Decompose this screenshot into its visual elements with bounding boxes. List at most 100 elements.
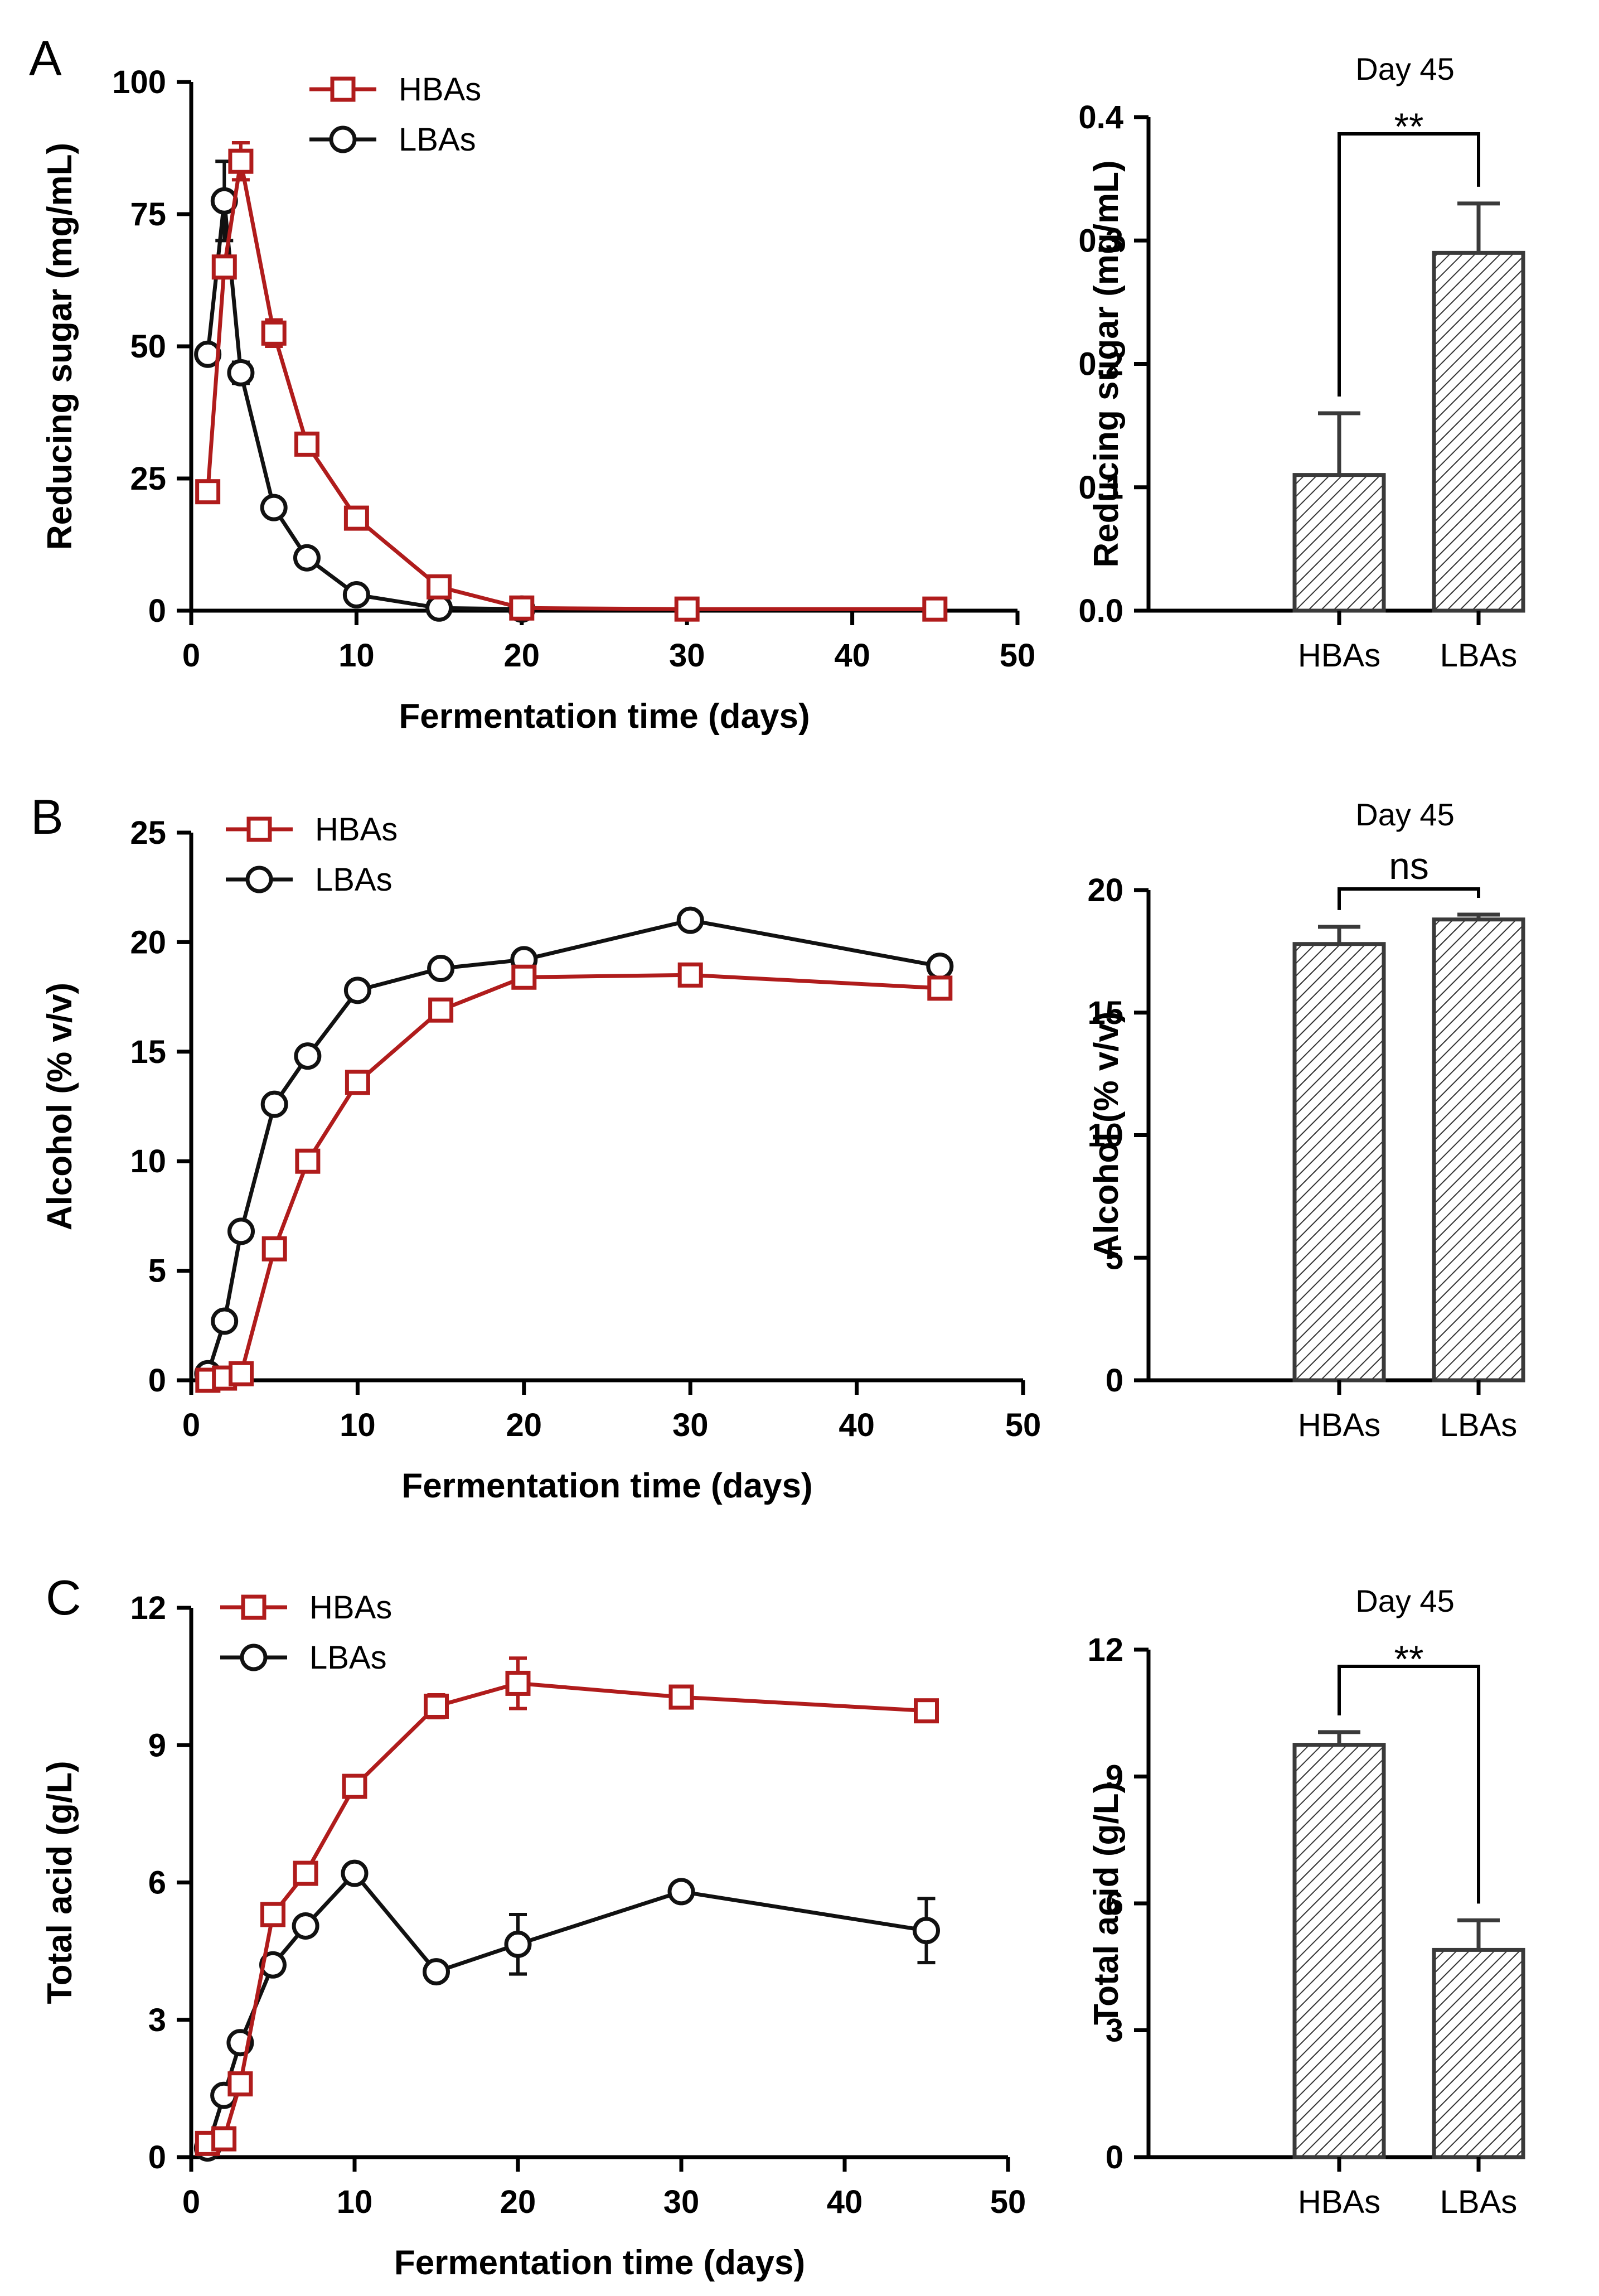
legend-marker-LBAs xyxy=(240,1644,268,1671)
data-point-HBAs xyxy=(229,1361,254,1386)
data-point-HBAs xyxy=(424,1693,449,1719)
data-point-LBAs xyxy=(423,1958,450,1986)
y-tick-label: 10 xyxy=(1087,1118,1123,1154)
bar-HBAs xyxy=(1292,473,1386,613)
legend-label-LBAs: LBAs xyxy=(309,1640,387,1676)
significance-bracket xyxy=(1338,887,1480,910)
x-tick-label: 0 xyxy=(182,637,200,674)
x-tick-label: 30 xyxy=(669,637,705,674)
y-tick-label: 12 xyxy=(130,1590,166,1626)
y-tick-label: 9 xyxy=(1106,1759,1123,1795)
data-point-LBAs xyxy=(913,1917,940,1945)
data-point-HBAs xyxy=(293,1860,318,1886)
y-tick-label: 15 xyxy=(130,1034,166,1070)
x-tick-label: 20 xyxy=(506,1407,542,1443)
x-tick-label: 0 xyxy=(182,1407,200,1443)
data-point-LBAs xyxy=(292,1912,319,1940)
x-tick-label: 40 xyxy=(839,1407,875,1443)
panel-label-C: C xyxy=(46,1570,81,1625)
y-axis-label: Alcohol (% v/v) xyxy=(1087,1011,1126,1259)
line-chart-C: C 0 10 20 30 40 50 0 3 6 9 12 Fermentation time (day… xyxy=(41,1570,1026,2282)
y-axis-label: Total acid (g/L) xyxy=(41,1761,79,2004)
y-tick-label: 0 xyxy=(148,593,166,629)
x-tick-label: 50 xyxy=(1000,637,1036,674)
significance-label: ** xyxy=(1394,105,1424,148)
legend-marker-LBAs xyxy=(245,866,273,893)
panel-label-A: A xyxy=(29,31,62,86)
significance-label: ** xyxy=(1394,1638,1424,1680)
x-axis-label: Fermentation time (days) xyxy=(401,1467,812,1505)
y-tick-label: 0 xyxy=(148,2139,166,2176)
x-tick-label: 30 xyxy=(663,2184,700,2220)
data-point-LBAs xyxy=(342,581,370,609)
data-point-HBAs xyxy=(211,2126,237,2152)
data-point-HBAs xyxy=(677,962,703,988)
data-point-HBAs xyxy=(342,1773,367,1799)
data-point-LBAs xyxy=(343,977,371,1004)
x-tick-label: 20 xyxy=(504,637,540,674)
x-tick-label: 30 xyxy=(672,1407,709,1443)
series-line-LBAs xyxy=(205,1871,927,2149)
data-point-HBAs xyxy=(914,1698,939,1724)
y-tick-label: 20 xyxy=(130,924,166,960)
y-tick-label: 9 xyxy=(148,1727,166,1763)
y-tick-label: 10 xyxy=(130,1143,166,1180)
bar-chart-B-bar: 0 5 10 15 20 Alcohol (% v/v) Day 45 HBAs LBAs ns xyxy=(1087,797,1525,1443)
data-point-HBAs xyxy=(294,431,319,457)
y-tick-label: 0 xyxy=(1106,2139,1123,2176)
panel-label-B: B xyxy=(31,789,64,844)
data-point-HBAs xyxy=(228,148,254,174)
x-tick-label: 50 xyxy=(990,2184,1026,2220)
x-tick-label: 10 xyxy=(338,637,375,674)
bar-chart-A-bar: 0.0 0.1 0.2 0.3 0.4 Reducing sugar (mg/mL) Day… xyxy=(1078,51,1525,674)
legend-marker-HBAs xyxy=(246,816,272,842)
legend-label-LBAs: LBAs xyxy=(315,862,393,898)
bar-chart-C-bar: 0 3 6 9 12 Total acid (g/L) Day 45 HBAs LBAs ** xyxy=(1087,1583,1525,2220)
data-point-HBAs xyxy=(511,964,537,990)
bar-title: Day 45 xyxy=(1355,1583,1454,1618)
data-point-HBAs xyxy=(428,997,454,1023)
category-label: HBAs xyxy=(1298,1407,1380,1443)
y-tick-label: 3 xyxy=(148,2002,166,2038)
category-label: HBAs xyxy=(1298,2184,1380,2220)
significance-bracket xyxy=(1338,1665,1480,1904)
bar-title: Day 45 xyxy=(1355,51,1454,86)
bar-HBAs xyxy=(1292,1743,1386,2159)
data-point-HBAs xyxy=(260,1902,285,1927)
x-tick-label: 20 xyxy=(500,2184,536,2220)
category-label: HBAs xyxy=(1298,637,1380,674)
data-point-HBAs xyxy=(343,505,369,531)
y-tick-label: 6 xyxy=(148,1865,166,1901)
x-tick-label: 50 xyxy=(1005,1407,1041,1443)
series-line-HBAs xyxy=(207,973,940,1383)
bar-LBAs xyxy=(1432,917,1525,1383)
x-tick-label: 40 xyxy=(834,637,870,674)
y-tick-label: 15 xyxy=(1087,995,1123,1031)
data-point-HBAs xyxy=(927,975,953,1001)
data-point-HBAs xyxy=(509,595,535,621)
y-tick-label: 25 xyxy=(130,461,166,497)
legend-marker-LBAs xyxy=(329,125,357,153)
data-point-LBAs xyxy=(294,1042,322,1070)
data-point-LBAs xyxy=(260,494,288,521)
data-point-LBAs xyxy=(227,1217,255,1245)
significance-bracket xyxy=(1338,132,1480,397)
y-tick-label: 0.0 xyxy=(1078,593,1123,629)
data-point-HBAs xyxy=(668,1684,694,1710)
line-chart-A: A 0 10 20 30 40 50 0 25 50 75 100 Fermentation time … xyxy=(29,31,1035,736)
data-point-LBAs xyxy=(667,1878,695,1906)
y-tick-label: 0.3 xyxy=(1078,223,1123,259)
series-line-HBAs xyxy=(207,1681,927,2145)
legend-label-LBAs: LBAs xyxy=(399,122,476,158)
data-point-LBAs xyxy=(926,953,954,980)
significance-label: ns xyxy=(1389,845,1429,887)
y-tick-label: 0.4 xyxy=(1078,99,1123,136)
bar-LBAs xyxy=(1432,250,1525,613)
data-point-HBAs xyxy=(505,1670,531,1696)
data-point-LBAs xyxy=(260,1090,288,1118)
y-tick-label: 0 xyxy=(148,1362,166,1399)
legend-label-HBAs: HBAs xyxy=(309,1589,392,1626)
data-point-HBAs xyxy=(427,574,452,600)
y-tick-label: 6 xyxy=(1106,1886,1123,1922)
